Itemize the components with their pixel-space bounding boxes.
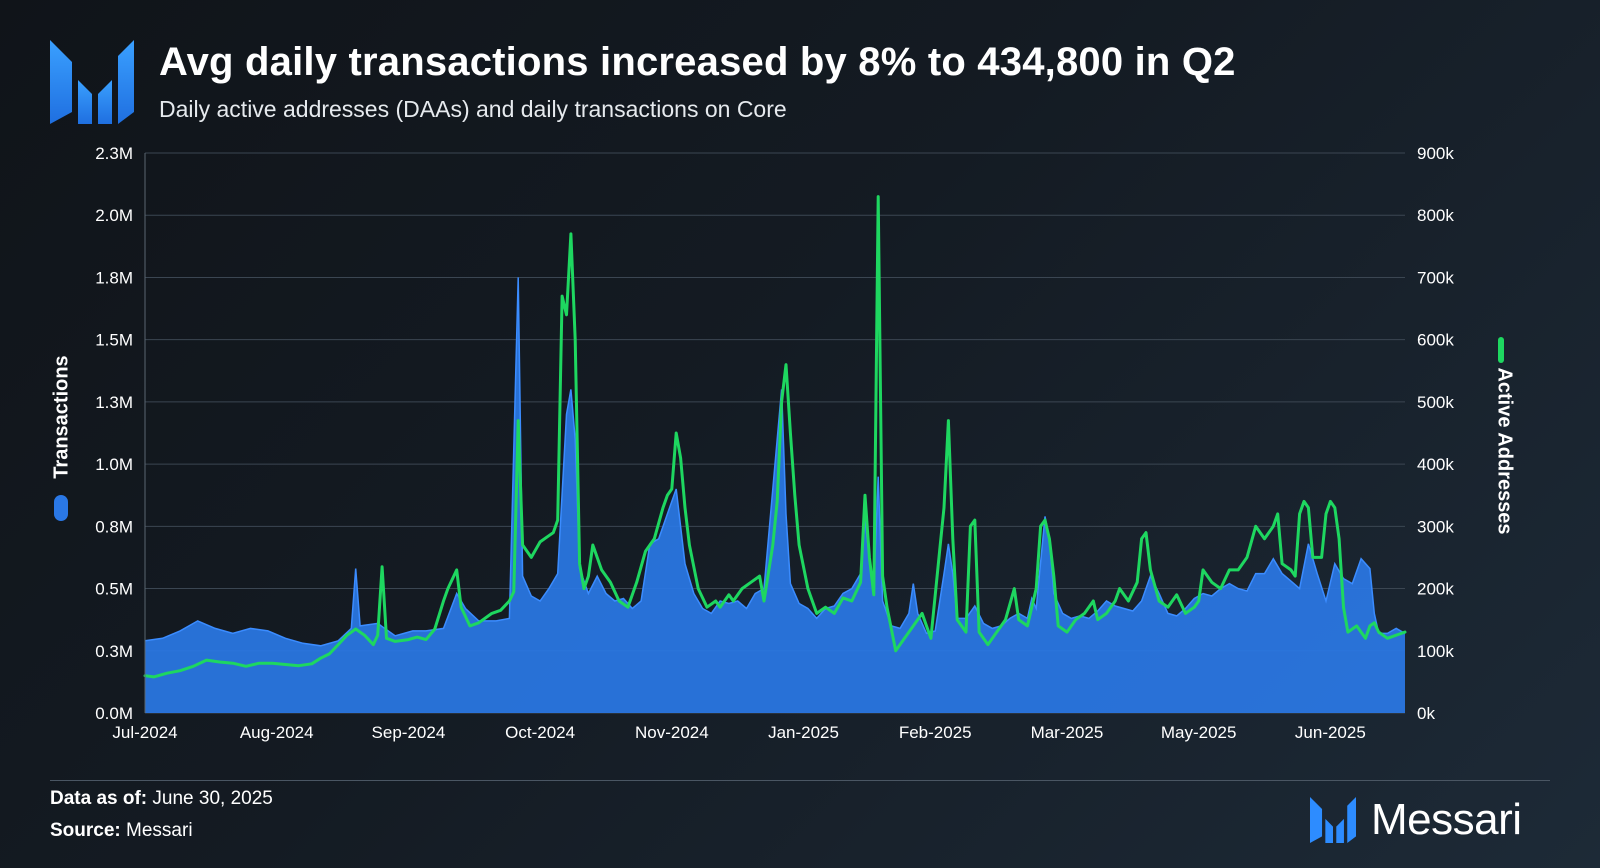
x-tick-label: Mar-2025 [1031,723,1104,742]
chart-title: Avg daily transactions increased by 8% t… [159,40,1236,84]
y-right-tick-label: 400k [1417,455,1454,474]
y-left-axis-title: Transactions [50,355,73,479]
active-addresses-line [143,195,1407,679]
y-left-tick-label: 0.0M [95,704,133,723]
messari-brand-icon [1310,797,1356,843]
y-right-axis-title: Active Addresses [1493,367,1516,535]
data-as-of: Data as of: June 30, 2025 [50,788,273,810]
chart-subtitle: Daily active addresses (DAAs) and daily … [159,96,787,122]
y-right-tick-label: 800k [1417,206,1454,225]
y-right-tick-label: 500k [1417,393,1454,412]
x-tick-label: Jun-2025 [1295,723,1366,742]
y-right-tick-label: 200k [1417,580,1454,599]
y-right-tick-label: 600k [1417,331,1454,350]
y-left-tick-label: 2.3M [95,144,133,163]
y-left-tick-label: 1.3M [95,393,133,412]
x-tick-label: Oct-2024 [505,723,575,742]
data-as-of-label: Data as of: [50,788,148,809]
x-tick-label: Sep-2024 [372,723,446,742]
x-tick-label: Jul-2024 [112,723,177,742]
data-as-of-value: June 30, 2025 [152,788,273,809]
brand-logo: Messari [1309,795,1522,844]
y-left-tick-label: 0.5M [95,580,133,599]
source-label: Source: [50,820,121,841]
y-left-tick-label: 1.5M [95,331,133,350]
x-tick-label: Feb-2025 [899,723,972,742]
y-left-tick-label: 2.0M [95,206,133,225]
x-tick-label: Nov-2024 [635,723,709,742]
legend-active-addresses: Active Addresses [1484,335,1524,535]
y-right-tick-label: 0k [1417,704,1435,723]
messari-logo-icon [50,40,134,124]
y-right-tick-label: 900k [1417,144,1454,163]
legend-active-addresses-swatch [1498,337,1504,363]
x-tick-label: May-2025 [1161,723,1237,742]
footer-divider [50,780,1550,781]
legend-transactions-swatch [54,495,68,521]
y-left-tick-label: 1.8M [95,268,133,287]
y-left-tick-label: 0.8M [95,517,133,536]
brand-name: Messari [1371,795,1522,844]
source-value: Messari [126,820,193,841]
y-right-tick-label: 300k [1417,517,1454,536]
x-tick-label: Aug-2024 [240,723,314,742]
y-right-tick-label: 100k [1417,642,1454,661]
x-tick-label: Jan-2025 [768,723,839,742]
source: Source: Messari [50,820,193,842]
legend-transactions: Transactions [42,355,82,525]
y-left-tick-label: 1.0M [95,455,133,474]
y-right-tick-label: 700k [1417,268,1454,287]
y-left-tick-label: 0.3M [95,642,133,661]
